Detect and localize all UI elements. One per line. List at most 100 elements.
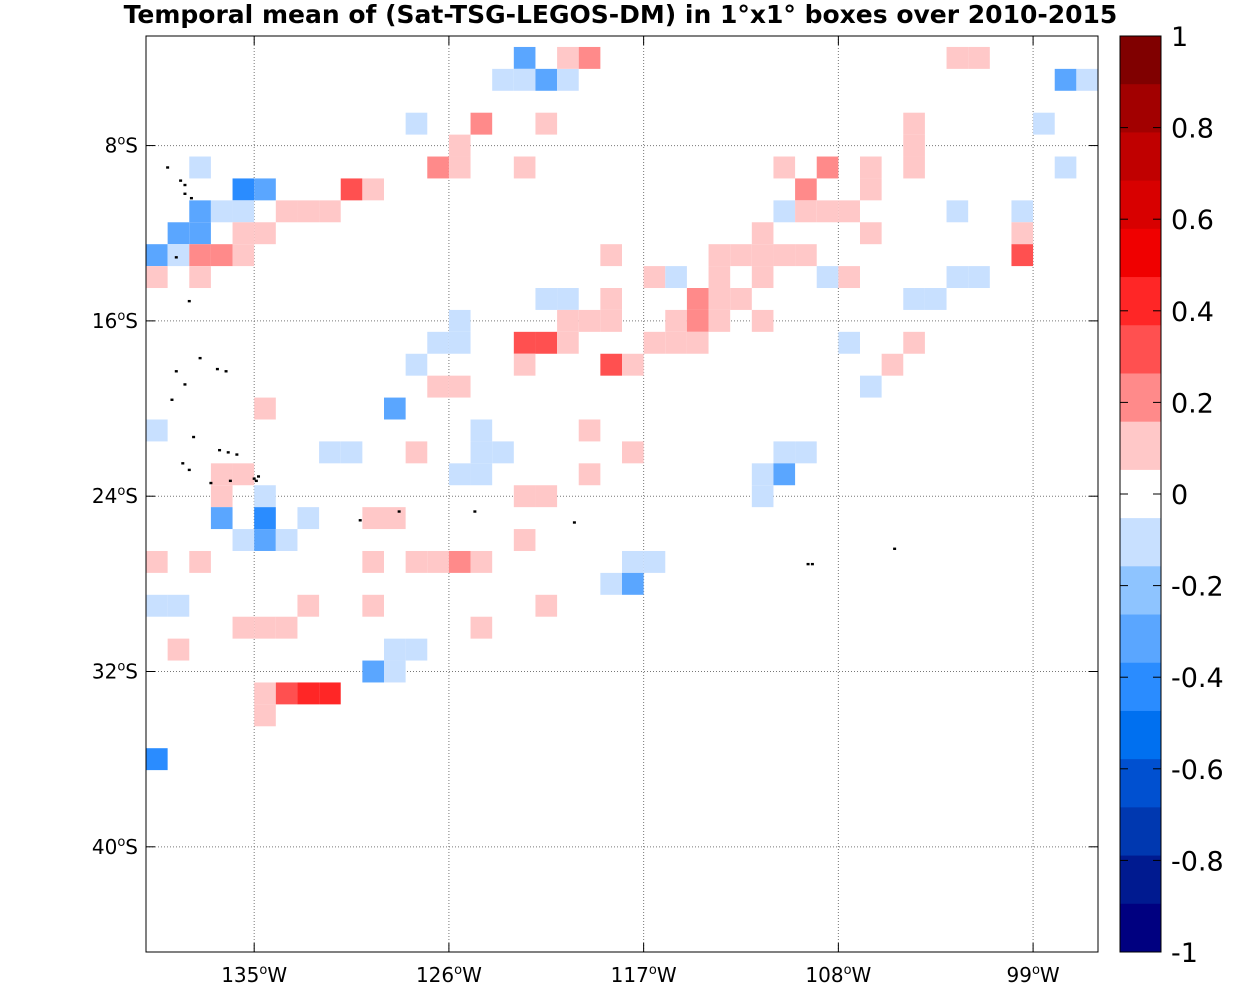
heatmap-cell [189, 266, 211, 289]
colorbar-swatch [1120, 325, 1161, 374]
heatmap-cell [535, 594, 558, 617]
heatmap-cell [427, 156, 449, 179]
heatmap-cell [362, 550, 384, 573]
heatmap-cell [838, 331, 860, 354]
heatmap-cell [470, 441, 493, 464]
heatmap-cell [470, 463, 493, 486]
heatmap-cell [578, 463, 601, 486]
heatmap-cell [167, 244, 190, 267]
heatmap-cell [903, 156, 925, 179]
heatmap-cell [578, 46, 601, 69]
heatmap-cell [210, 463, 233, 486]
island-mark [209, 481, 213, 485]
heatmap-cell [795, 178, 817, 201]
plot-background [146, 36, 1098, 952]
heatmap-cell [189, 156, 211, 179]
colorbar-tick-label: -0.4 [1171, 663, 1224, 694]
colorbar-swatch [1120, 807, 1161, 857]
island-mark [224, 370, 228, 373]
colorbar: 1 0.8 0.6 0.4 0.2 0 -0.2 -0.4 -0.6 -0.8 -1 [1119, 22, 1224, 969]
heatmap-cell [816, 266, 839, 289]
heatmap-cell [210, 200, 233, 223]
heatmap-cell [513, 485, 536, 508]
island-mark [166, 166, 170, 169]
island-mark [192, 435, 196, 439]
heatmap-cell [535, 68, 558, 91]
island-mark [218, 448, 222, 452]
y-tick-label: 8oS [105, 134, 138, 158]
heatmap-cell [643, 550, 666, 573]
island-mark [174, 256, 178, 259]
heatmap-cell [622, 353, 644, 376]
y-tick-label: 24oS [92, 484, 138, 508]
heatmap-cell [146, 244, 168, 267]
heatmap-cell [167, 222, 190, 245]
heatmap-cell [232, 178, 255, 201]
heatmap-cell [535, 485, 558, 508]
heatmap-cell [600, 353, 622, 376]
island-mark [397, 510, 401, 513]
island-mark [179, 179, 183, 182]
heatmap-cell [319, 441, 341, 464]
heatmap-cell [903, 331, 925, 354]
colorbar-swatch [1120, 710, 1161, 760]
heatmap-cell [254, 222, 276, 245]
island-mark [170, 398, 174, 401]
heatmap-cell [1054, 68, 1077, 91]
heatmap-cell [622, 441, 644, 464]
heatmap-cell [448, 156, 471, 179]
heatmap-cell [362, 507, 384, 530]
heatmap-cell [816, 200, 839, 223]
heatmap-cell [340, 178, 363, 201]
heatmap-cell [708, 244, 731, 267]
heatmap-cell [773, 244, 796, 267]
heatmap-cell [903, 134, 925, 157]
heatmap-cell [946, 46, 969, 69]
colorbar-swatch [1120, 518, 1161, 567]
heatmap-cell [665, 266, 687, 289]
island-mark [187, 299, 191, 303]
heatmap-cell [860, 222, 882, 245]
colorbar-swatch [1120, 132, 1161, 182]
heatmap-cell [340, 441, 363, 464]
heatmap-cell [448, 463, 471, 486]
heatmap-cell [686, 309, 709, 332]
heatmap-cell [946, 200, 969, 223]
heatmap-cell [513, 156, 536, 179]
island-mark [252, 477, 256, 480]
heatmap-cell [751, 222, 774, 245]
heatmap-cell [254, 682, 276, 705]
colorbar-swatch [1120, 84, 1161, 133]
heatmap-cell [557, 68, 579, 91]
heatmap-cell [275, 616, 298, 639]
heatmap-cell [838, 200, 860, 223]
heatmap-cell [470, 112, 493, 135]
island-mark [189, 196, 193, 200]
heatmap-cell [557, 331, 579, 354]
heatmap-cell [924, 288, 947, 310]
heatmap-cell [751, 266, 774, 289]
heatmap-cell [427, 550, 449, 573]
heatmap-cell [492, 441, 514, 464]
heatmap-cell [492, 68, 514, 91]
heatmap-cell [730, 288, 752, 310]
plot-frame [145, 35, 1099, 953]
heatmap-cell [557, 46, 579, 69]
island-mark [806, 562, 810, 566]
colorbar-tick-label: 1 [1171, 22, 1188, 53]
heatmap-cell [362, 178, 384, 201]
colorbar-tick-label: -0.6 [1171, 755, 1224, 786]
heatmap-cell [730, 244, 752, 267]
heatmap-cell [751, 463, 774, 486]
heatmap-cell [643, 331, 666, 354]
heatmap-cell [795, 441, 817, 464]
heatmap-cell [535, 331, 558, 354]
heatmap-cell [232, 463, 255, 486]
heatmap-cell [622, 572, 644, 595]
heatmap-cell [210, 244, 233, 267]
heatmap-cell [254, 529, 276, 551]
heatmap-cell [146, 550, 168, 573]
heatmap-cell [1033, 112, 1055, 135]
heatmap-cell [686, 331, 709, 354]
heatmap-cell [146, 594, 168, 617]
